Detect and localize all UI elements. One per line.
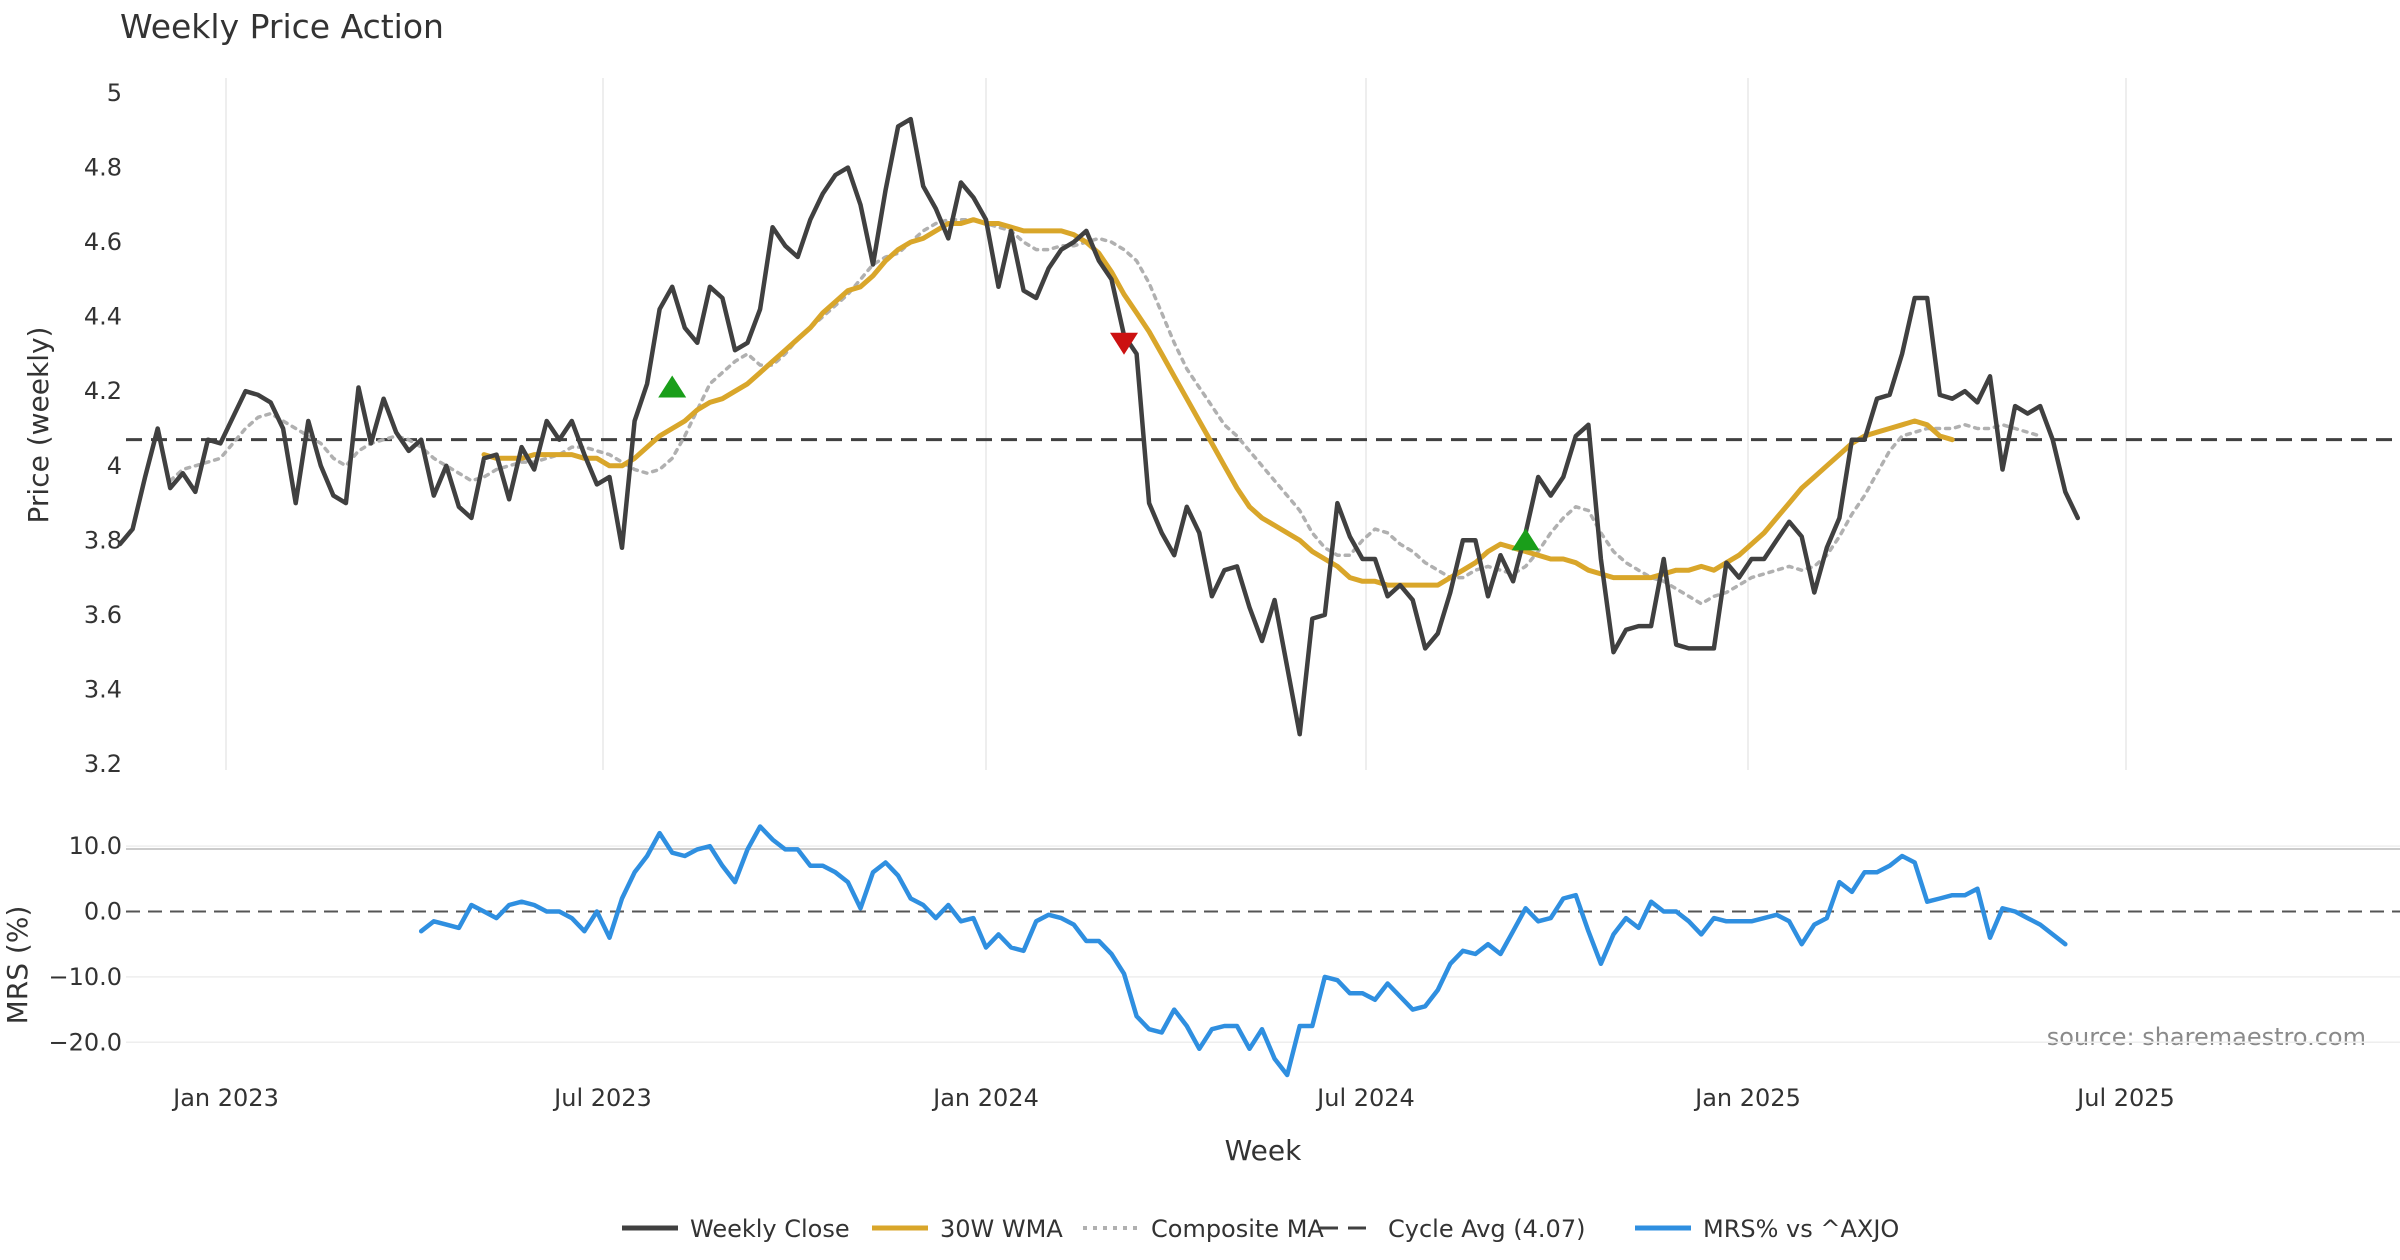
y-tick-label: 4.6 bbox=[84, 228, 122, 256]
mrs-y-tick-label: 10.0 bbox=[69, 832, 122, 860]
legend-label: Weekly Close bbox=[690, 1215, 850, 1243]
legend-label: Cycle Avg (4.07) bbox=[1388, 1215, 1585, 1243]
x-tick-label: Jan 2023 bbox=[171, 1084, 279, 1112]
y-tick-label: 4 bbox=[107, 452, 122, 480]
legend-label: Composite MA bbox=[1151, 1215, 1324, 1243]
mrs-line bbox=[418, 824, 2068, 1078]
x-tick-label: Jan 2025 bbox=[1693, 1084, 1801, 1112]
legend-label: MRS% vs ^AXJO bbox=[1703, 1215, 1899, 1243]
source-credit: source: sharemaestro.com bbox=[2047, 1023, 2366, 1051]
30w-wma-line bbox=[481, 217, 1955, 588]
mrs-y-tick-label: 0.0 bbox=[84, 898, 122, 926]
price-axis-label: Price (weekly) bbox=[22, 327, 55, 524]
y-tick-label: 5 bbox=[107, 79, 122, 107]
mrs-y-tick-label: −10.0 bbox=[48, 963, 122, 991]
x-tick-label: Jan 2024 bbox=[931, 1084, 1039, 1112]
legend-label: 30W WMA bbox=[940, 1215, 1063, 1243]
x-tick-label: Jul 2024 bbox=[1315, 1084, 1415, 1112]
mrs-axis-label: MRS (%) bbox=[1, 906, 34, 1025]
chart-title: Weekly Price Action bbox=[120, 7, 444, 46]
buy-signal-marker bbox=[658, 375, 687, 398]
sell-signal-marker bbox=[1110, 332, 1138, 355]
y-tick-label: 3.6 bbox=[84, 601, 122, 629]
x-axis-label: Week bbox=[1225, 1134, 1302, 1167]
y-tick-label: 4.8 bbox=[84, 154, 122, 182]
y-tick-label: 4.2 bbox=[84, 377, 122, 405]
y-tick-label: 3.4 bbox=[84, 675, 122, 703]
legend: Weekly Close 30W WMA Composite MA Cycle Avg… bbox=[622, 1215, 1899, 1243]
weekly-close-line bbox=[117, 116, 2081, 737]
x-tick-label: Jul 2023 bbox=[552, 1084, 652, 1112]
y-tick-label: 4.4 bbox=[84, 303, 122, 331]
x-tick-label: Jul 2025 bbox=[2075, 1084, 2175, 1112]
y-tick-label: 3.8 bbox=[84, 526, 122, 554]
buy-signal-marker bbox=[1511, 528, 1540, 551]
mrs-y-tick-label: −20.0 bbox=[48, 1028, 122, 1056]
y-tick-label: 3.2 bbox=[84, 750, 122, 778]
composite-ma-line bbox=[168, 217, 2042, 606]
